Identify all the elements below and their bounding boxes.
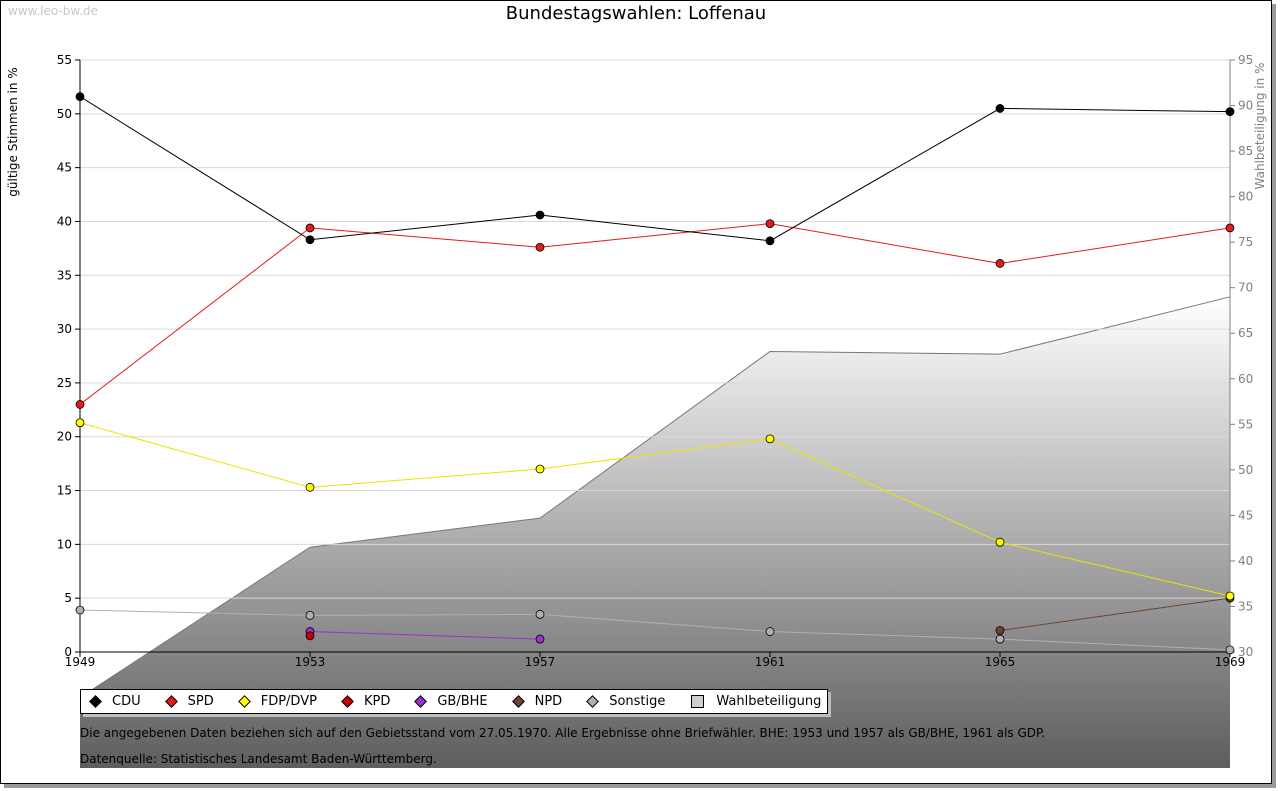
y2-tick-label: 80 [1238,190,1253,204]
data-point-kpd [305,631,315,641]
data-point-gb-bhe [535,634,545,644]
legend-marker [586,695,600,708]
data-point-fdp-dvp [765,434,775,444]
y2-tick-label: 95 [1238,53,1253,67]
series-line-gb-bhe [309,631,541,640]
x-tick-label: 1957 [525,655,556,669]
legend-marker [89,695,102,708]
y-tick-label: 35 [57,268,72,282]
y-tick-label: 25 [57,376,72,390]
data-point-fdp-dvp [75,418,85,428]
legend-label: NPD [534,694,563,709]
y-tick-label: 55 [57,53,72,67]
data-point-sonstige [1225,645,1235,655]
y2-tick-label: 35 [1238,599,1253,613]
y2-tick-label: 85 [1238,144,1253,158]
y2-tick-label: 60 [1238,372,1253,386]
legend: CDU SPD FDP/DVP KPD GB/BHE NPD Sonstige Wahlbet… [80,689,829,714]
data-point-cdu [995,104,1005,113]
y2-tick-label: 55 [1238,417,1253,431]
legend-marker [511,695,525,708]
y2-tick-label: 90 [1238,99,1253,113]
data-point-fdp-dvp [995,537,1005,547]
y2-tick-label: 70 [1238,281,1253,295]
data-point-sonstige [995,634,1005,644]
data-point-spd [535,242,545,252]
data-point-cdu [535,210,545,220]
legend-item-spd: SPD [164,694,214,709]
data-point-npd [995,626,1005,635]
y2-axis-title: Wahlbeteiligung in % [1253,63,1267,190]
legend-label: SPD [187,694,214,709]
data-point-cdu [75,92,85,101]
data-point-sonstige [75,605,85,615]
series-line-cdu [79,96,1231,242]
data-point-fdp-dvp [1225,591,1235,601]
legend-label: Sonstige [609,694,666,709]
data-point-sonstige [535,609,545,619]
data-point-spd [305,223,315,233]
series-line-sonstige [79,609,1231,651]
legend-marker [414,695,428,708]
series-line-fdp-dvp [79,422,1231,597]
legend-label: KPD [363,694,391,709]
data-source: Datenquelle: Statistisches Landesamt Bad… [80,752,437,766]
legend-item-kpd: KPD [341,694,390,709]
legend-label: Wahlbeteiligung [716,694,822,709]
legend-item-cdu: CDU [89,694,141,709]
data-point-sonstige [765,627,775,636]
legend-marker [237,695,251,708]
legend-marker [164,695,178,708]
legend-marker [341,695,354,708]
legend-item-sonstige: Sonstige [586,694,665,709]
y-tick-label: 15 [57,484,72,498]
legend-item-wahlbeteiligung: Wahlbeteiligung [689,694,821,709]
x-tick-label: 1969 [1215,655,1246,669]
x-tick-label: 1965 [985,655,1016,669]
data-point-spd [995,259,1005,268]
y2-tick-label: 75 [1238,235,1253,249]
y-tick-label: 10 [57,537,72,551]
y-tick-label: 50 [57,107,72,121]
watermark: www.leo-bw.de [8,4,98,18]
data-point-spd [1225,223,1235,233]
x-tick-label: 1953 [295,655,326,669]
data-point-sonstige [305,611,315,620]
legend-label: FDP/DVP [260,694,317,709]
chart-title: Bundestagswahlen: Loffenau [505,3,767,24]
data-point-cdu [305,235,315,245]
data-point-spd [75,400,85,409]
y-tick-label: 0 [64,645,72,659]
data-point-fdp-dvp [535,464,545,474]
footnote: Die angegebenen Daten beziehen sich auf … [80,726,1046,740]
data-point-cdu [765,236,775,246]
legend-item-gb-bhe: GB/BHE [414,694,488,709]
x-tick-label: 1961 [755,655,786,669]
series-line-spd [79,223,1231,405]
legend-label: CDU [112,694,141,709]
data-point-cdu [1225,107,1235,117]
x-tick-label: 1949 [65,655,96,669]
y-tick-label: 40 [57,214,72,228]
y-tick-label: 30 [57,322,72,336]
turnout-area [80,296,1230,768]
y2-tick-label: 45 [1238,508,1253,522]
y-tick-label: 20 [57,430,72,444]
legend-item-fdp-dvp: FDP/DVP [237,694,317,709]
turnout-line [79,296,1231,698]
y2-tick-label: 40 [1238,554,1253,568]
y2-tick-label: 30 [1238,645,1253,659]
y-tick-label: 45 [57,161,72,175]
legend-item-npd: NPD [511,694,563,709]
y2-tick-label: 50 [1238,463,1253,477]
data-point-spd [765,219,775,229]
series-line-npd [999,597,1231,631]
y-axis-title: gültige Stimmen in % [6,67,20,196]
legend-marker [691,695,705,708]
data-point-fdp-dvp [305,482,315,492]
legend-label: GB/BHE [437,694,488,709]
y-tick-label: 5 [64,591,72,605]
y2-tick-label: 65 [1238,326,1253,340]
